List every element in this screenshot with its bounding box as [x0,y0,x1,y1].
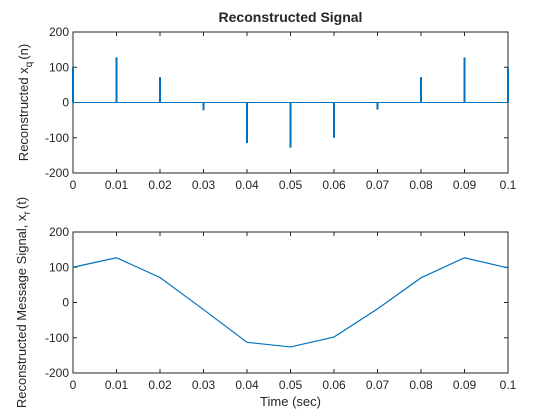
plot1-ytick-label-3: 100 [49,260,69,274]
plot1-ytick-label-4: 200 [49,225,69,239]
plot0-xtick-label-10: 0.1 [500,178,517,192]
plot1-ylabel-main: Reconstructed Message Signal, x [14,214,29,408]
plot1-xtick-label-1: 0.01 [105,378,129,392]
plot1-xtick-label-2: 0.02 [148,378,172,392]
plot0-ytick-label-0: -200 [45,166,69,180]
plot0-ytick-label-4: 200 [49,25,69,39]
plot1-xtick-label-3: 0.03 [192,378,216,392]
plot1-xtick-label-5: 0.05 [279,378,303,392]
plot1-xlabel: Time (sec) [260,394,321,409]
plot0-ylabel-suffix: (n) [16,44,31,60]
plot1-xtick-label-7: 0.07 [366,378,390,392]
plot1-ylabel-suffix: (t) [14,197,29,209]
plot0-xtick-label-7: 0.07 [366,178,390,192]
plot0-ytick-label-1: -100 [45,131,69,145]
plot0-ylabel-subscript: q [24,62,35,68]
plot1-ytick-label-2: 0 [62,296,69,310]
plot0-xtick-label-6: 0.06 [322,178,346,192]
plot0-xtick-label-8: 0.08 [409,178,433,192]
plot0-xtick-label-2: 0.02 [148,178,172,192]
plot1-ytick-label-1: -100 [45,331,69,345]
plot1-ytick-label-0: -200 [45,366,69,380]
plot1-xtick-label-9: 0.09 [453,378,477,392]
plot0-xtick-label-1: 0.01 [105,178,129,192]
plot1-xtick-label-0: 0 [70,378,77,392]
plot1-xtick-label-10: 0.1 [500,378,517,392]
plot0-xtick-label-4: 0.04 [235,178,259,192]
plot0-ytick-label-2: 0 [62,96,69,110]
plot1-xtick-label-4: 0.04 [235,378,259,392]
plot1-xtick-label-8: 0.08 [409,378,433,392]
plot1-xtick-label-6: 0.06 [322,378,346,392]
plot0-xtick-label-3: 0.03 [192,178,216,192]
plot0-xtick-label-0: 0 [70,178,77,192]
plot0-xtick-label-9: 0.09 [453,178,477,192]
plot0-xtick-label-5: 0.05 [279,178,303,192]
plot0-ytick-label-3: 100 [49,60,69,74]
plot0-title: Reconstructed Signal [219,9,363,25]
plot0-ylabel-main: Reconstructed x [16,67,31,161]
